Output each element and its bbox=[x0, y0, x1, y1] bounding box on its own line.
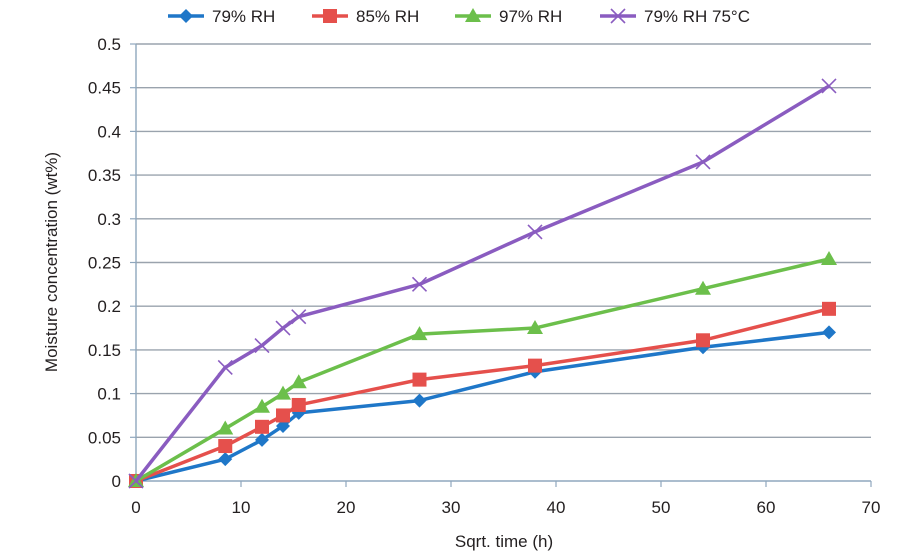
data-point-85-rh bbox=[412, 372, 427, 387]
data-point-79-rh-75-c bbox=[695, 154, 711, 170]
legend-label: 97% RH bbox=[499, 7, 562, 26]
data-point-79-rh-75-c bbox=[411, 276, 428, 292]
data-point-79-rh bbox=[218, 452, 233, 467]
legend-marker-icon bbox=[323, 9, 337, 23]
x-tick-label: 40 bbox=[547, 498, 566, 517]
legend: 79% RH 85% RH 97% RH 79% RH 75°C bbox=[168, 7, 750, 26]
x-tick-label: 70 bbox=[862, 498, 881, 517]
x-tick-label: 10 bbox=[232, 498, 251, 517]
y-tick-labels: 0 0.05 0.1 0.15 0.2 0.25 0.3 0.35 0.4 0.45 0.5 bbox=[88, 35, 121, 491]
y-tick-label: 0.25 bbox=[88, 254, 121, 273]
data-point-79-rh-75-c bbox=[275, 320, 291, 336]
x-marker-stroke bbox=[821, 78, 837, 94]
series-line-85-rh bbox=[135, 307, 830, 483]
x-tick-labels: 0 10 20 30 40 50 60 70 bbox=[131, 498, 880, 517]
data-point-85-rh bbox=[528, 358, 542, 373]
x-marker-stroke bbox=[695, 154, 711, 170]
data-point-79-rh-75-c bbox=[217, 359, 233, 375]
legend-label: 79% RH bbox=[212, 7, 275, 26]
data-point-79-rh-75-c bbox=[254, 337, 270, 354]
y-tick-label: 0.5 bbox=[97, 35, 121, 54]
series-line-97-rh bbox=[135, 257, 830, 483]
x-axis-title: Sqrt. time (h) bbox=[455, 532, 553, 551]
legend-item-85-rh: 85% RH bbox=[312, 7, 419, 26]
legend-marker-icon bbox=[610, 8, 626, 24]
data-point-97-rh bbox=[527, 320, 543, 335]
data-point-79-rh bbox=[822, 325, 836, 340]
series-79-rh-75-c bbox=[128, 78, 837, 489]
data-point-97-rh bbox=[290, 374, 307, 389]
legend-item-79-rh: 79% RH bbox=[168, 7, 275, 26]
data-point-79-rh-75-c bbox=[291, 309, 307, 325]
data-point-97-rh bbox=[217, 420, 234, 435]
data-point-85-rh bbox=[696, 333, 710, 348]
x-marker-stroke bbox=[610, 8, 626, 24]
data-point-79-rh bbox=[255, 432, 269, 447]
data-point-85-rh bbox=[291, 397, 306, 412]
x-marker-stroke bbox=[275, 320, 291, 336]
data-point-85-rh bbox=[276, 408, 290, 423]
data-point-97-rh bbox=[254, 398, 270, 413]
x-marker-stroke bbox=[254, 337, 270, 354]
x-marker-stroke bbox=[291, 309, 307, 325]
legend-label: 79% RH 75°C bbox=[644, 7, 750, 26]
data-point-97-rh bbox=[275, 385, 291, 400]
legend-item-79-rh-75-c: 79% RH 75°C bbox=[600, 7, 750, 26]
legend-item-97-rh: 97% RH bbox=[455, 7, 562, 26]
data-point-85-rh bbox=[255, 419, 269, 434]
data-point-85-rh bbox=[822, 301, 836, 316]
series-line-79-rh bbox=[135, 330, 830, 483]
y-tick-label: 0.35 bbox=[88, 166, 121, 185]
x-tick-label: 0 bbox=[131, 498, 140, 517]
y-tick-label: 0.15 bbox=[88, 341, 121, 360]
x-marker-stroke bbox=[217, 359, 233, 375]
legend-marker-icon bbox=[465, 8, 481, 22]
data-point-97-rh bbox=[821, 251, 837, 266]
series-group bbox=[128, 78, 837, 489]
data-point-79-rh-75-c bbox=[821, 78, 837, 94]
data-point-79-rh-75-c bbox=[128, 473, 144, 489]
data-point-85-rh bbox=[218, 439, 233, 454]
data-point-79-rh-75-c bbox=[527, 224, 543, 240]
x-tick-label: 50 bbox=[652, 498, 671, 517]
y-tick-label: 0.3 bbox=[97, 210, 121, 229]
axes bbox=[130, 43, 872, 487]
y-tick-label: 0.05 bbox=[88, 428, 121, 447]
series-97-rh bbox=[128, 251, 837, 487]
y-tick-label: 0.1 bbox=[97, 385, 121, 404]
legend-marker-icon bbox=[179, 9, 193, 23]
x-marker-stroke bbox=[527, 224, 543, 240]
y-tick-label: 0.4 bbox=[97, 122, 121, 141]
x-marker-stroke bbox=[128, 473, 144, 489]
y-tick-label: 0.45 bbox=[88, 79, 121, 98]
x-tick-label: 60 bbox=[757, 498, 776, 517]
data-point-79-rh bbox=[412, 393, 427, 408]
y-tick-label: 0.2 bbox=[97, 297, 121, 316]
data-point-97-rh bbox=[695, 280, 711, 295]
x-tick-label: 30 bbox=[442, 498, 461, 517]
data-point-97-rh bbox=[411, 326, 428, 341]
x-marker-stroke bbox=[411, 276, 428, 292]
y-axis-title: Moisture concentration (wt%) bbox=[42, 152, 61, 372]
y-tick-label: 0 bbox=[112, 472, 121, 491]
legend-label: 85% RH bbox=[356, 7, 419, 26]
x-tick-label: 20 bbox=[337, 498, 356, 517]
